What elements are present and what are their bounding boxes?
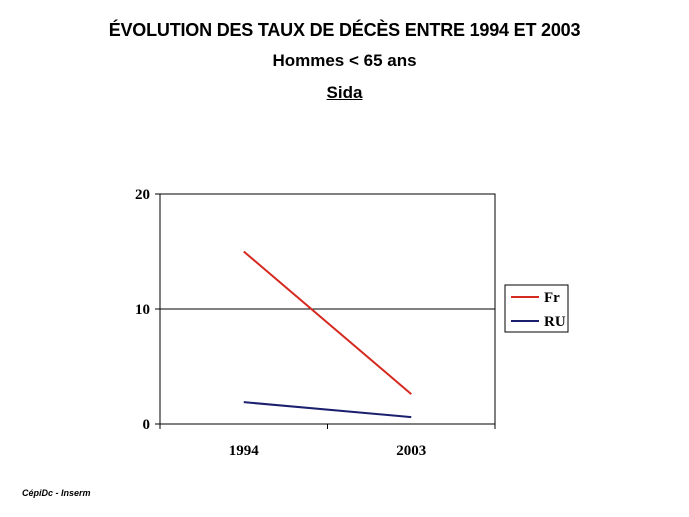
legend: Fr RU xyxy=(504,284,569,333)
legend-box xyxy=(504,284,569,333)
legend-label-fr: Fr xyxy=(544,290,560,306)
y-tick-label: 20 xyxy=(135,187,150,203)
legend-label-ru: RU xyxy=(544,314,566,330)
chart-title: ÉVOLUTION DES TAUX DE DÉCÈS ENTRE 1994 E… xyxy=(108,20,581,40)
source-footer: CépiDc - Inserm xyxy=(22,488,91,498)
chart-subject: Sida xyxy=(326,83,363,102)
x-tick-label: 1994 xyxy=(229,443,260,459)
x-tick-label: 2003 xyxy=(396,443,426,459)
series-line-ru xyxy=(243,401,412,419)
y-tick-label: 0 xyxy=(143,417,151,433)
chart-subtitle: Hommes < 65 ans xyxy=(272,51,417,70)
y-tick-label: 10 xyxy=(135,302,150,318)
series-line-fr xyxy=(243,250,412,395)
plot-area: 0 10 20 1994 2003 xyxy=(135,187,496,459)
